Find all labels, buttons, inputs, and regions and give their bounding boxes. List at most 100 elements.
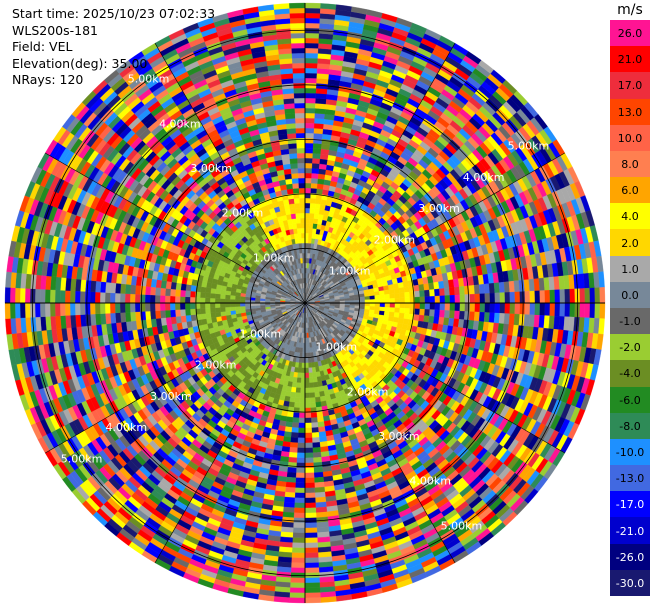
velocity-gate <box>559 302 566 317</box>
velocity-gate <box>373 291 380 296</box>
velocity-gate <box>289 396 296 403</box>
velocity-gate <box>312 153 321 159</box>
velocity-gate <box>307 362 312 369</box>
velocity-gate <box>513 313 520 326</box>
velocity-gate <box>454 302 461 312</box>
velocity-gate <box>488 312 495 324</box>
velocity-gate <box>304 137 314 144</box>
velocity-gate <box>300 387 306 394</box>
velocity-gate <box>414 296 421 304</box>
velocity-gate <box>309 387 315 394</box>
velocity-gate <box>399 292 406 299</box>
velocity-gate <box>403 313 410 320</box>
velocity-gate <box>283 496 295 503</box>
velocity-gate <box>295 477 306 484</box>
velocity-gate <box>463 285 470 295</box>
velocity-gate <box>304 117 315 124</box>
velocity-gate <box>304 492 316 499</box>
velocity-gate <box>468 311 475 321</box>
velocity-gate <box>424 289 430 297</box>
velocity-gate <box>315 93 328 100</box>
velocity-gate <box>315 506 328 513</box>
velocity-gate <box>394 307 401 314</box>
velocity-gate <box>313 133 323 140</box>
velocity-gate <box>524 291 531 304</box>
velocity-gate <box>304 502 316 509</box>
velocity-gate <box>374 302 381 308</box>
velocity-gate <box>304 462 314 469</box>
velocity-gate <box>304 162 313 169</box>
velocity-gate <box>293 507 306 514</box>
velocity-gate <box>308 227 314 234</box>
velocity-gate <box>304 477 315 484</box>
velocity-gate <box>289 442 298 448</box>
velocity-gate <box>296 447 306 454</box>
velocity-gate <box>579 302 586 318</box>
velocity-gate <box>444 295 451 304</box>
velocity-gate <box>300 377 306 384</box>
velocity-gate <box>298 412 306 419</box>
velocity-gate <box>300 382 306 389</box>
velocity-gate <box>311 163 320 169</box>
velocity-gate <box>304 187 312 194</box>
velocity-gate <box>309 382 315 389</box>
velocity-gate <box>383 289 390 295</box>
velocity-gate <box>284 486 296 493</box>
velocity-gate <box>304 32 320 39</box>
velocity-gate <box>423 283 430 291</box>
velocity-gate <box>304 387 310 394</box>
velocity-gate <box>468 285 475 295</box>
velocity-gate <box>312 371 317 378</box>
velocity-gate <box>314 108 326 115</box>
velocity-gate <box>364 299 371 304</box>
velocity-gate <box>569 302 576 318</box>
velocity-gate <box>304 232 309 239</box>
velocity-gate <box>304 22 320 29</box>
velocity-gate <box>304 427 312 434</box>
velocity-gate <box>293 402 300 409</box>
velocity-gate <box>304 42 319 49</box>
velocity-gate <box>304 362 309 369</box>
velocity-gate <box>374 298 381 304</box>
velocity-gate <box>304 467 315 474</box>
velocity-gate <box>389 293 396 299</box>
velocity-gate <box>312 143 322 150</box>
velocity-gate <box>379 298 386 304</box>
velocity-gate <box>297 437 306 444</box>
velocity-gate <box>424 302 431 310</box>
velocity-gate <box>544 302 551 316</box>
velocity-gate <box>313 461 323 468</box>
velocity-gate <box>304 237 309 244</box>
velocity-gate <box>384 302 391 308</box>
velocity-gate <box>304 222 310 229</box>
velocity-gate <box>549 289 556 304</box>
ppi-plot: 1.00km1.00km1.00km1.00km2.00km2.00km2.00… <box>4 2 606 604</box>
velocity-gate <box>304 412 312 419</box>
velocity-gate <box>519 291 526 304</box>
velocity-gate <box>387 284 395 290</box>
velocity-gate <box>316 411 324 418</box>
velocity-gate <box>290 567 306 574</box>
velocity-gate <box>469 293 476 304</box>
velocity-gate <box>314 491 326 498</box>
velocity-gate <box>315 401 322 408</box>
velocity-gate <box>304 587 321 594</box>
velocity-gate <box>389 307 396 313</box>
velocity-gate <box>310 188 318 194</box>
velocity-gate <box>488 282 495 294</box>
velocity-gate <box>454 294 461 304</box>
velocity-gate <box>513 280 520 293</box>
velocity-gate <box>569 288 576 304</box>
velocity-gate <box>311 367 317 373</box>
velocity-gate <box>429 296 436 304</box>
velocity-gate <box>304 207 311 214</box>
velocity-gate <box>287 466 297 473</box>
velocity-gate <box>284 426 293 433</box>
velocity-gate <box>289 447 298 453</box>
velocity-gate <box>293 512 306 519</box>
velocity-gate <box>304 112 316 119</box>
velocity-gate <box>579 288 586 304</box>
velocity-gate <box>308 372 314 379</box>
velocity-gate <box>508 280 515 293</box>
velocity-gate <box>413 284 420 292</box>
